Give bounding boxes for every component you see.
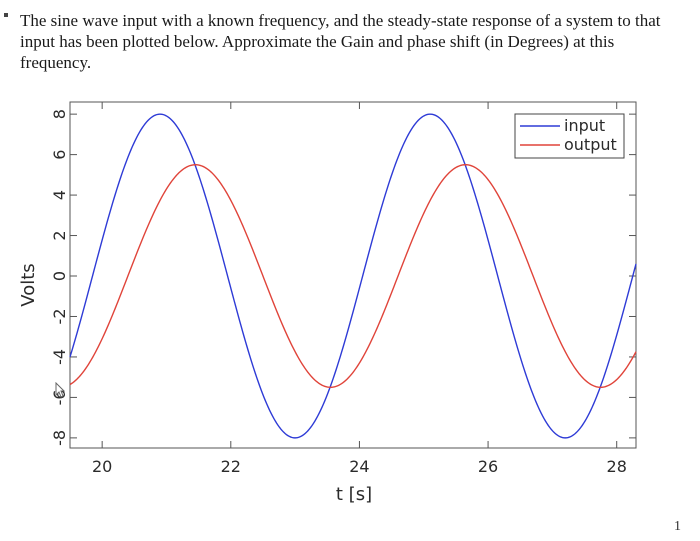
y-tick-label: 8 <box>50 109 69 119</box>
x-tick-label: 28 <box>607 457 627 476</box>
y-tick-label: 4 <box>50 190 69 200</box>
legend-output-label: output <box>564 135 617 154</box>
x-tick-label: 22 <box>221 457 241 476</box>
series-line-input <box>69 113 637 439</box>
plot-frame <box>69 101 637 449</box>
x-axis-label: t [s] <box>336 484 372 505</box>
x-tick-label: 24 <box>349 457 369 476</box>
legend: input output <box>514 113 625 159</box>
x-tick-label: 26 <box>478 457 498 476</box>
y-tick-label: 0 <box>50 271 69 281</box>
y-tick-label: -6 <box>50 389 69 405</box>
y-tick-label: -4 <box>50 349 69 365</box>
question-text: The sine wave input with a known frequen… <box>20 11 661 72</box>
y-tick-label: -2 <box>50 309 69 325</box>
x-tick-label: 20 <box>92 457 112 476</box>
y-tick-label: 6 <box>50 150 69 160</box>
y-tick-label: 2 <box>50 230 69 240</box>
legend-input-label: input <box>564 116 605 135</box>
y-tick-label: -8 <box>50 430 69 446</box>
mouse-cursor-icon <box>55 382 65 398</box>
y-axis-label: Volts <box>18 263 39 306</box>
page-number: 1 <box>674 519 681 534</box>
legend-box <box>514 113 625 159</box>
series-line-output <box>69 164 637 389</box>
list-bullet <box>4 13 8 17</box>
